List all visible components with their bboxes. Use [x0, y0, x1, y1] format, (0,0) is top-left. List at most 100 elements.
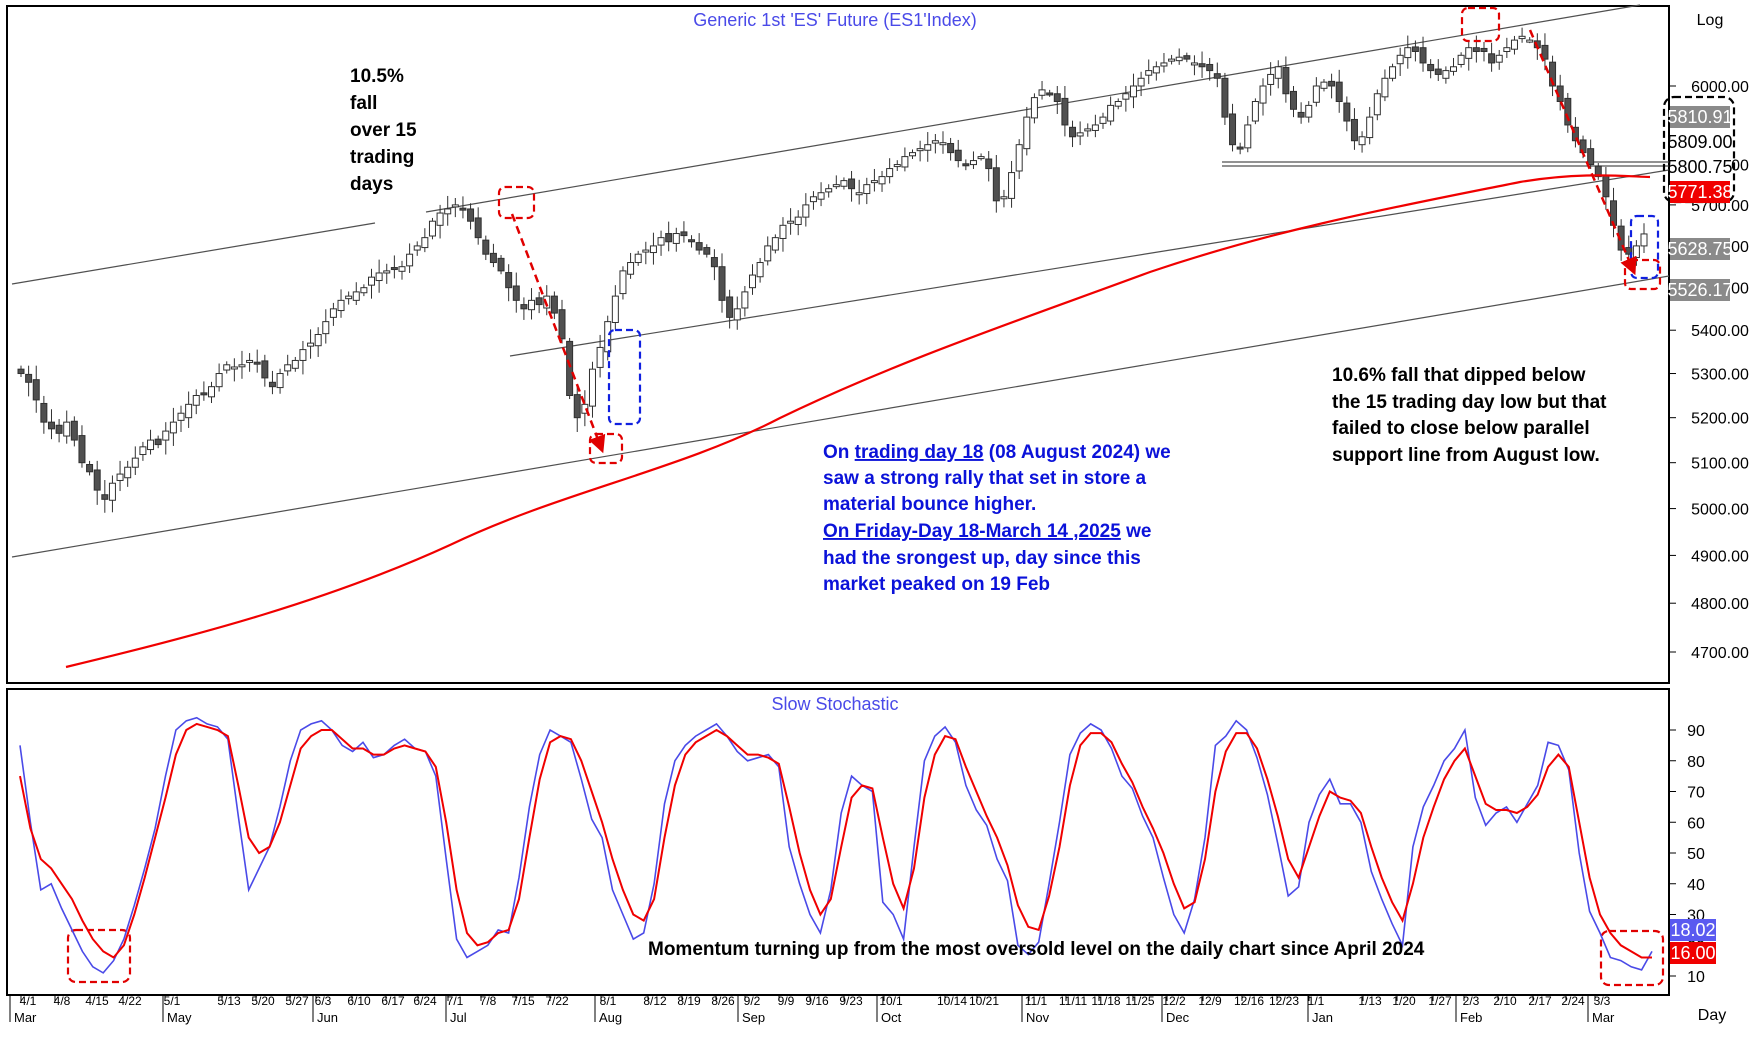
candle-body [1419, 47, 1427, 64]
candle-body [1411, 46, 1419, 52]
candle-body [284, 364, 292, 372]
candle-body [474, 217, 482, 239]
price-tick-label: 4900.00 [1691, 548, 1749, 565]
candle-body [47, 421, 55, 430]
candle-body [512, 285, 520, 301]
candle-body [672, 233, 680, 244]
candle-body [718, 266, 726, 301]
candle-body [1152, 66, 1160, 74]
candle-body [1328, 80, 1336, 87]
august-note-line-6: market peaked on 19 Feb [823, 574, 1050, 595]
candle-body [86, 464, 94, 473]
candle-body [977, 156, 985, 160]
candle-body [1251, 101, 1259, 122]
fall-note-line-4: trading [350, 147, 414, 168]
candle-body [497, 257, 505, 272]
candle-body [1457, 54, 1465, 65]
x-date-label: 7/8 [480, 994, 497, 1008]
candle-body [444, 208, 452, 215]
candle-body [147, 439, 155, 451]
candle-body [916, 148, 924, 152]
candle-body [451, 204, 459, 208]
candle-body [1549, 61, 1557, 87]
fall-note-line-3: over 15 [350, 120, 417, 141]
candle-body [703, 247, 711, 255]
x-date-label: 4/8 [54, 994, 71, 1008]
candle-body [1221, 77, 1229, 118]
price-value-label: 5771.38 [1667, 182, 1732, 202]
x-date-label: 8/26 [711, 994, 735, 1008]
x-date-label: 10/14 [937, 994, 967, 1008]
candle-body [627, 262, 635, 275]
candle-body [878, 176, 886, 185]
x-date-label: 11/18 [1091, 994, 1120, 1008]
candle-body [969, 160, 977, 166]
price-value-box [1670, 238, 1730, 260]
candle-body [375, 272, 383, 282]
candle-body [223, 364, 231, 371]
candle-body [779, 224, 787, 239]
candle-body [665, 233, 673, 243]
march-note-suffix: we [1121, 521, 1152, 542]
x-date-label: 5/20 [251, 994, 275, 1008]
candle-body [406, 253, 414, 267]
candle-body [1282, 67, 1290, 95]
candle-body [619, 270, 627, 295]
x-date-label: 2/17 [1528, 994, 1552, 1008]
price-chart-title: Generic 1st 'ES' Future (ES1'Index) [693, 10, 976, 30]
candle-body [398, 266, 406, 272]
candle-body [1381, 77, 1389, 98]
candle-body [1160, 62, 1168, 67]
candle-body [307, 342, 315, 347]
candle-body [162, 430, 170, 441]
candle-body [1518, 35, 1526, 40]
candle-body [1305, 104, 1313, 118]
candle-body [1335, 81, 1343, 103]
march-note-link[interactable]: On Friday-Day 18-March 14 ,2025 [823, 521, 1121, 542]
candle-body [680, 231, 688, 237]
candle-body [1198, 63, 1206, 68]
candle-body [1358, 136, 1366, 146]
august-note-link[interactable]: trading day 18 [855, 442, 984, 463]
candle-body [55, 424, 63, 434]
candle-body [1312, 85, 1320, 103]
stoch-tick-label: 10 [1687, 969, 1705, 986]
candle-body [299, 349, 307, 361]
candle-body [489, 252, 497, 264]
candle-body [1427, 63, 1435, 72]
candle-body [756, 262, 764, 278]
price-value-box [1670, 131, 1730, 153]
candle-body [1274, 66, 1282, 79]
candle-body [954, 149, 962, 162]
candle-body [322, 321, 330, 335]
candle-body [25, 373, 33, 383]
candle-body [1046, 92, 1054, 96]
price-tick-label: 4700.00 [1691, 645, 1749, 662]
candle-body [1350, 118, 1358, 142]
candle-body [215, 373, 223, 388]
price-tick-label: 6000.00 [1691, 79, 1749, 96]
x-date-label: 12/23 [1269, 994, 1299, 1008]
stochastic-value-boxes: 18.02 16.00 [1670, 919, 1716, 964]
candle-body [1267, 73, 1275, 85]
candle-body [314, 334, 322, 347]
x-date-label: 4/22 [118, 994, 142, 1008]
candle-body [771, 237, 779, 251]
candle-body [63, 421, 71, 437]
august-note-line-5: had the srongest up, day since this [823, 548, 1141, 569]
candle-body [863, 184, 871, 195]
candle-body [848, 178, 856, 190]
candle-body [70, 420, 78, 441]
candle-body [1091, 124, 1099, 131]
candle-body [169, 421, 177, 434]
candle-body [108, 482, 116, 501]
candle-body [1564, 97, 1572, 126]
candle-body [1472, 47, 1480, 52]
candle-body [1526, 39, 1534, 43]
price-value-label: 5628.75 [1667, 239, 1732, 259]
x-date-label: 6/17 [381, 994, 405, 1008]
candle-body [649, 245, 657, 254]
candle-body [78, 435, 86, 464]
trend-lines [11, 4, 1670, 558]
fall-annotation: 10.5% fall over 15 trading days [350, 66, 417, 195]
